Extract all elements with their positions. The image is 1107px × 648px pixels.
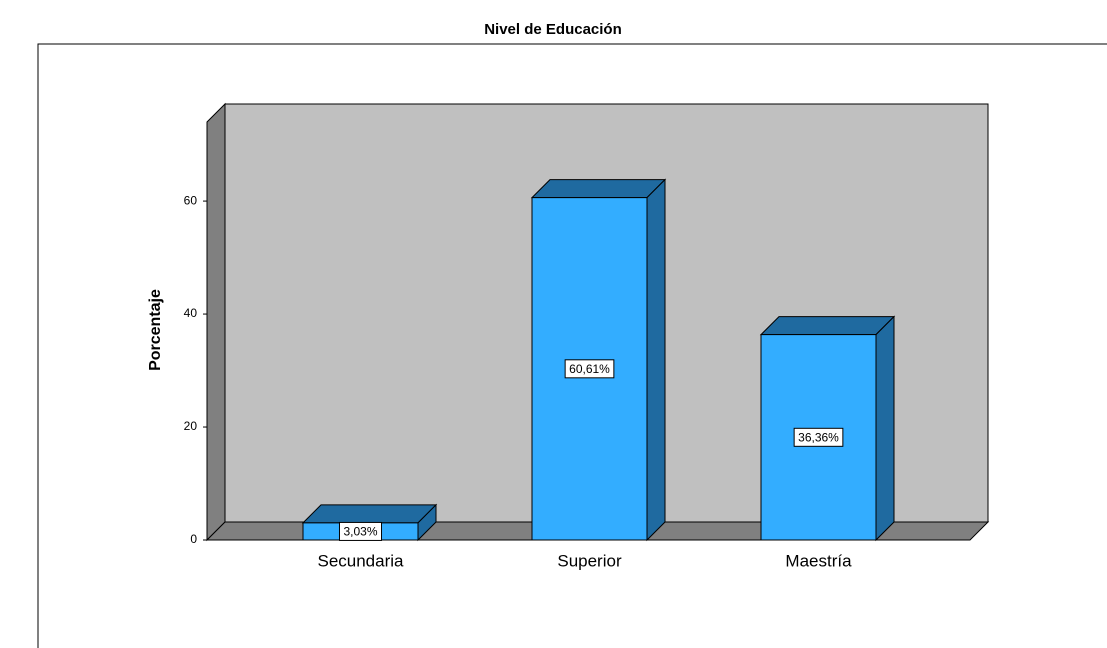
x-tick-label: Secundaria (317, 551, 404, 570)
bar-top (530, 179, 667, 199)
bar-side (875, 315, 895, 542)
value-label-box (338, 521, 383, 541)
y-tick-label: 60 (184, 193, 198, 207)
bar-side (646, 178, 666, 542)
x-tick-label: Superior (557, 551, 622, 570)
value-label-box (793, 427, 844, 447)
y-axis-label: Porcentaje (147, 289, 164, 371)
value-label-box (564, 359, 615, 379)
value-label: 36,36% (798, 430, 839, 444)
chart-title: Nivel de Educación (484, 21, 622, 38)
chart-frame (37, 43, 1107, 648)
side-wall (206, 102, 226, 542)
value-label: 3,03% (343, 525, 377, 539)
x-tick-label: Maestría (785, 551, 852, 570)
y-tick-label: 40 (184, 306, 198, 320)
value-label: 60,61% (569, 362, 610, 376)
y-tick-label: 0 (190, 532, 197, 546)
y-tick-label: 20 (184, 419, 198, 433)
bar-top (301, 504, 438, 524)
bar-top (759, 316, 896, 336)
